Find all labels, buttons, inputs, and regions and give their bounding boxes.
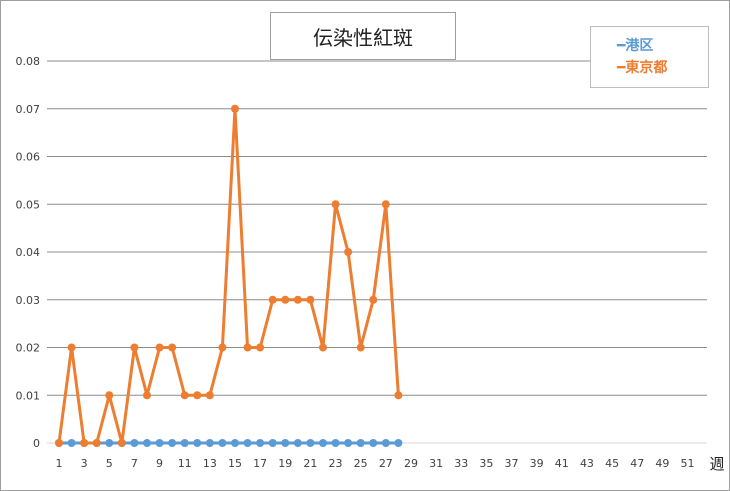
x-tick-label: 25 <box>354 457 368 470</box>
y-tick-label: 0.04 <box>16 246 41 259</box>
y-tick-label: 0.08 <box>16 55 41 68</box>
data-point-tokyo <box>67 343 76 352</box>
x-tick-label: 43 <box>580 457 594 470</box>
x-tick-label: 35 <box>479 457 493 470</box>
data-point-tokyo <box>92 439 101 447</box>
data-point-tokyo <box>230 104 239 113</box>
data-point-tokyo <box>130 343 139 352</box>
data-point-minato <box>394 439 403 447</box>
data-point-tokyo <box>168 343 177 352</box>
data-point-tokyo <box>155 343 164 352</box>
x-tick-label: 17 <box>253 457 267 470</box>
x-tick-label: 29 <box>404 457 418 470</box>
x-tick-label: 45 <box>605 457 619 470</box>
data-point-tokyo <box>193 391 202 400</box>
data-point-tokyo <box>117 439 126 447</box>
data-point-tokyo <box>180 391 189 400</box>
data-point-minato <box>356 439 365 447</box>
data-point-minato <box>180 439 189 447</box>
x-axis-label: 週 <box>709 455 724 473</box>
data-point-tokyo <box>293 295 302 304</box>
data-point-tokyo <box>55 439 63 447</box>
y-tick-label: 0.02 <box>16 342 41 355</box>
data-point-tokyo <box>344 248 353 256</box>
series-line-tokyo <box>57 107 400 445</box>
data-point-minato <box>193 439 202 447</box>
chart-title-box: 伝染性紅斑 <box>270 12 456 60</box>
data-point-tokyo <box>318 343 327 352</box>
x-tick-label: 13 <box>203 457 217 470</box>
data-point-minato <box>218 439 227 447</box>
x-tick-label: 47 <box>630 457 644 470</box>
data-point-tokyo <box>105 391 114 400</box>
y-tick-label: 0 <box>33 437 40 450</box>
data-point-minato <box>268 439 277 447</box>
y-tick-label: 0.03 <box>16 294 41 307</box>
x-tick-label: 37 <box>505 457 519 470</box>
data-point-minato <box>230 439 239 447</box>
data-point-minato <box>168 439 177 447</box>
x-tick-label: 21 <box>303 457 317 470</box>
data-point-minato <box>369 439 378 447</box>
x-tick-label: 31 <box>429 457 443 470</box>
legend-item-tokyo: ━東京都 <box>617 60 668 76</box>
data-point-minato <box>381 439 390 447</box>
data-point-minato <box>130 439 139 447</box>
data-point-tokyo <box>381 200 390 209</box>
data-point-minato <box>318 439 327 447</box>
data-point-minato <box>306 439 315 447</box>
y-tick-label: 0.07 <box>16 103 41 116</box>
legend-item-minato: ━港区 <box>617 38 654 54</box>
x-tick-label: 19 <box>278 457 292 470</box>
data-point-tokyo <box>256 343 265 352</box>
x-tick-label: 3 <box>81 457 88 470</box>
data-point-minato <box>256 439 265 447</box>
data-point-minato <box>331 439 340 447</box>
x-tick-label: 11 <box>178 457 192 470</box>
legend: ━港区 ━東京都 <box>590 26 709 88</box>
y-tick-label: 0.01 <box>16 389 41 402</box>
data-point-tokyo <box>268 295 277 304</box>
data-point-tokyo <box>142 391 151 400</box>
x-tick-label: 39 <box>530 457 544 470</box>
data-point-minato <box>155 439 164 447</box>
data-point-minato <box>243 439 252 447</box>
data-point-minato <box>205 439 214 447</box>
data-point-tokyo <box>394 391 403 400</box>
data-point-tokyo <box>306 295 315 304</box>
data-point-tokyo <box>369 295 378 304</box>
x-tick-label: 27 <box>379 457 393 470</box>
y-tick-label: 0.06 <box>16 151 41 164</box>
data-point-tokyo <box>243 343 252 352</box>
x-tick-label: 1 <box>56 457 63 470</box>
chart-title: 伝染性紅斑 <box>313 25 413 50</box>
data-point-minato <box>105 439 114 447</box>
data-point-minato <box>67 439 76 447</box>
x-tick-label: 9 <box>156 457 163 470</box>
x-tick-label: 23 <box>329 457 343 470</box>
data-point-tokyo <box>331 200 340 209</box>
data-point-minato <box>281 439 290 447</box>
x-tick-label: 41 <box>555 457 569 470</box>
data-point-tokyo <box>281 295 290 304</box>
x-tick-label: 49 <box>655 457 669 470</box>
x-tick-label: 33 <box>454 457 468 470</box>
x-tick-label: 15 <box>228 457 242 470</box>
data-point-tokyo <box>356 343 365 352</box>
data-point-minato <box>344 439 353 447</box>
x-tick-label: 51 <box>681 457 695 470</box>
data-point-minato <box>293 439 302 447</box>
data-point-minato <box>142 439 151 447</box>
data-point-tokyo <box>205 391 214 400</box>
x-tick-label: 5 <box>106 457 113 470</box>
data-point-tokyo <box>80 439 89 447</box>
x-tick-label: 7 <box>131 457 138 470</box>
data-point-tokyo <box>218 343 227 352</box>
y-tick-label: 0.05 <box>16 198 41 211</box>
